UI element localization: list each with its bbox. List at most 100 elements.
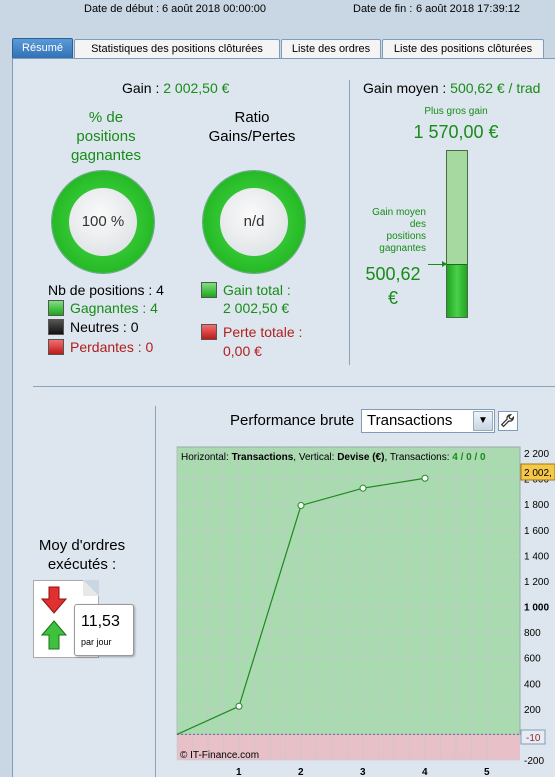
biggest-gain-value: 1 570,00 € xyxy=(413,122,499,142)
chart-info-vertical: Devise (€) xyxy=(337,452,384,463)
gain-label: Gain : xyxy=(122,80,160,96)
winning-count: Gagnantes : 4 xyxy=(70,300,158,316)
avg-winning-value: 500,62 € xyxy=(360,262,426,310)
total-loss-value: 0,00 € xyxy=(223,343,262,359)
total-loss-label: Perte totale : xyxy=(223,324,303,340)
performance-mode-select[interactable]: Transactions ▼ xyxy=(361,409,495,433)
negative-area xyxy=(177,734,520,760)
x-tick-label: 1 xyxy=(236,767,242,777)
copyright-text: © IT-Finance.com xyxy=(180,750,259,761)
winning-pct-gauge: 100 % xyxy=(52,171,154,273)
losing-count: Perdantes : 0 xyxy=(70,339,154,355)
winning-pct-line-1: % de xyxy=(88,109,124,126)
total-gain-row: Gain total : xyxy=(201,282,291,298)
red-square-icon xyxy=(48,339,64,355)
winning-pct-line-2: positions xyxy=(76,128,136,145)
black-square-icon xyxy=(48,319,64,335)
y-tick-label: 400 xyxy=(524,679,541,690)
ratio-gauge: n/d xyxy=(203,171,305,273)
x-tick-label: 3 xyxy=(360,767,366,777)
tab-bar: Résumé Statistiques des positions clôtur… xyxy=(12,38,555,59)
orders-per-day-card: 11,53 par jour xyxy=(74,604,134,656)
winning-pct-value: 100 % xyxy=(69,188,137,256)
y-tick-label: 2 200 xyxy=(524,449,549,460)
neutral-count: Neutres : 0 xyxy=(70,319,139,335)
chart-points xyxy=(235,474,429,710)
dropdown-arrow-icon[interactable]: ▼ xyxy=(473,411,493,431)
x-axis-ticks: 1 2 3 4 5 xyxy=(236,767,490,777)
avg-winning-label: Gain moyen des positions gagnantes xyxy=(362,207,426,255)
green-square-icon xyxy=(48,300,64,316)
winning-row: Gagnantes : 4 xyxy=(48,300,158,316)
start-date-value: 6 août 2018 00:00:00 xyxy=(162,3,266,15)
wrench-icon[interactable] xyxy=(498,411,518,431)
chart-info: Horizontal: Transactions, Vertical: Devi… xyxy=(181,452,486,463)
chart-info-tx-values: 4 / 0 / 0 xyxy=(452,452,486,463)
performance-title: Performance brute xyxy=(230,412,355,429)
x-tick-label: 5 xyxy=(484,767,490,777)
orders-per-day-value: 11,53 xyxy=(81,613,120,630)
avg-winning-line-3: positions xyxy=(386,231,426,242)
pointer-arrow-icon xyxy=(428,261,447,267)
x-tick-label: 4 xyxy=(422,767,428,777)
positions-count: Nb de positions : 4 xyxy=(48,282,164,298)
total-gain-value: 2 002,50 € xyxy=(223,300,290,316)
red-square-icon xyxy=(201,324,217,340)
avg-winning-line-1: Gain moyen xyxy=(372,207,426,218)
orders-per-day-unit: par jour xyxy=(81,637,112,647)
x-tick-label: 2 xyxy=(298,767,304,777)
bottom-divider xyxy=(155,406,156,777)
data-point[interactable] xyxy=(297,501,305,509)
data-point[interactable] xyxy=(421,474,429,482)
performance-mode-value: Transactions xyxy=(367,412,453,429)
section-divider xyxy=(349,80,350,365)
chart-info-horizontal: Transactions xyxy=(232,452,294,463)
winning-pct-line-3: gagnantes xyxy=(70,147,142,164)
green-square-icon xyxy=(201,282,217,298)
tab-closed-positions-stats[interactable]: Statistiques des positions clôturées xyxy=(74,39,280,59)
neg-value-tag-bg xyxy=(520,729,546,745)
biggest-gain-label: Plus gros gain xyxy=(424,106,488,117)
gain-heading: Gain : 2 002,50 € xyxy=(122,80,229,96)
ratio-heading: Ratio Gains/Pertes xyxy=(202,108,302,146)
horizontal-divider xyxy=(33,386,555,387)
avg-gain-value: 500,62 € / trad xyxy=(450,80,541,96)
period-bar: Date de début : 6 août 2018 00:00:00 Dat… xyxy=(0,0,555,20)
data-point[interactable] xyxy=(235,702,243,710)
y-tick-label: 600 xyxy=(524,654,541,665)
y-tick-label: 1 800 xyxy=(524,500,549,511)
last-value-tag-bg xyxy=(520,463,555,481)
losing-row: Perdantes : 0 xyxy=(48,339,153,355)
last-value-tag: 2 002, xyxy=(524,468,552,479)
avg-winning-value-line-1: 500,62 xyxy=(365,264,421,284)
tab-closed-positions-list[interactable]: Liste des positions clôturées xyxy=(382,39,544,59)
avg-gain-bar-fill xyxy=(447,264,467,317)
wrench-glyph-icon xyxy=(500,414,515,428)
avg-gain-heading: Gain moyen : 500,62 € / trad xyxy=(363,80,540,96)
y-tick-label: 1 600 xyxy=(524,526,549,537)
orders-line-2: exécutés : xyxy=(47,556,117,573)
avg-gain-bar xyxy=(446,150,468,318)
ratio-line-1: Ratio xyxy=(234,109,270,126)
ratio-line-2: Gains/Pertes xyxy=(208,128,296,145)
avg-gain-label: Gain moyen : xyxy=(363,80,447,96)
tab-orders-list[interactable]: Liste des ordres xyxy=(281,39,381,59)
data-point[interactable] xyxy=(359,484,367,492)
total-loss-row: Perte totale : xyxy=(201,324,302,340)
up-arrow-icon xyxy=(41,620,67,650)
y-tick-label: 1 000 xyxy=(524,603,549,614)
positive-area xyxy=(176,446,521,735)
y-tick-label: 200 xyxy=(524,705,541,716)
orders-line-1: Moy d'ordres xyxy=(38,537,126,554)
chart-info-mid: , Vertical: xyxy=(293,452,337,463)
avg-winning-line-2: des xyxy=(409,219,426,230)
orders-heading: Moy d'ordres exécutés : xyxy=(30,536,134,574)
avg-winning-value-line-2: € xyxy=(387,288,398,308)
end-date-label: Date de fin : xyxy=(353,3,413,15)
tab-summary[interactable]: Résumé xyxy=(12,38,73,59)
y-tick-label: 1 400 xyxy=(524,551,549,562)
neutral-row: Neutres : 0 xyxy=(48,319,138,335)
chart-info-tx-label: , Transactions: xyxy=(384,452,452,463)
